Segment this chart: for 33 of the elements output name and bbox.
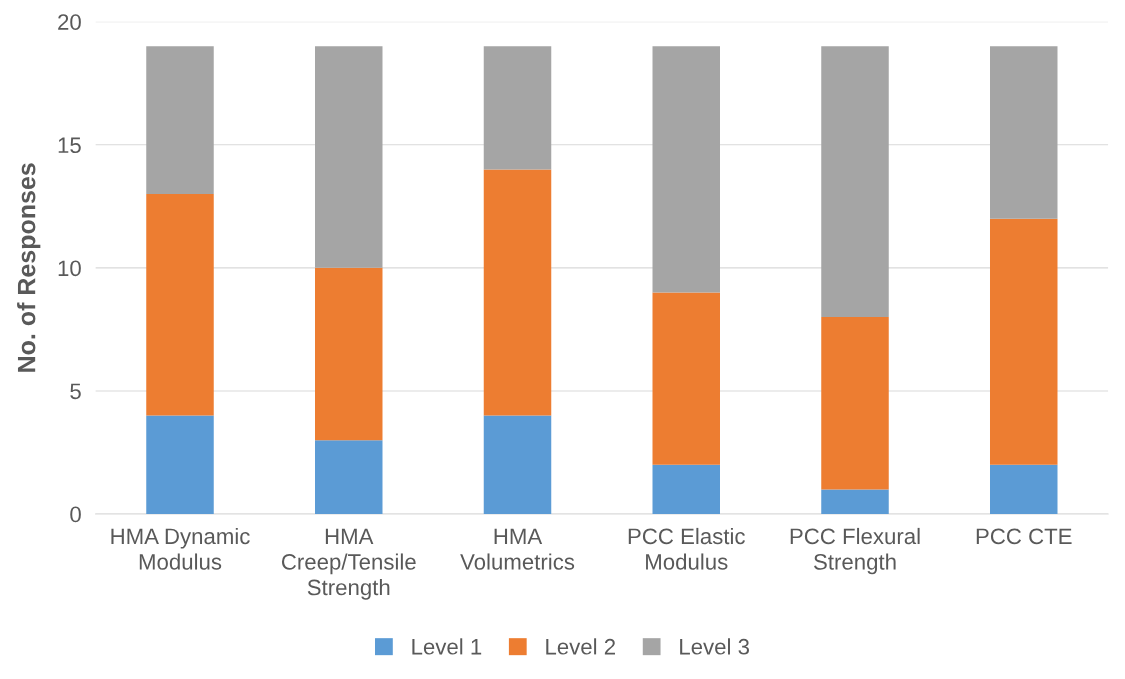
x-tick-label: PCC Flexural Strength — [790, 527, 920, 575]
bar — [821, 489, 889, 514]
y-tick-label: 5 — [70, 383, 81, 400]
x-tick-label: HMA Volumetrics — [460, 528, 575, 570]
legend-label: Level 2 — [546, 638, 615, 655]
y-tick-label: 20 — [58, 14, 81, 30]
bar — [483, 46, 552, 170]
bar — [146, 415, 214, 514]
x-tick-label: HMA Creep/Tensile Strength — [281, 528, 416, 600]
bar — [652, 464, 720, 514]
y-axis-title: No. of Responses — [17, 163, 41, 372]
bar — [990, 46, 1058, 219]
bar — [821, 46, 889, 318]
y-tick-label: 15 — [58, 137, 81, 154]
bar — [652, 292, 720, 465]
bar — [483, 169, 552, 416]
bar — [315, 440, 383, 514]
x-tick-label: PCC CTE — [976, 528, 1072, 545]
legend-label: Level 1 — [412, 638, 482, 655]
legend-label: Level 3 — [680, 638, 750, 655]
y-tick-label: 10 — [58, 260, 81, 277]
bar — [990, 218, 1058, 465]
bar — [483, 415, 552, 514]
bar — [146, 46, 214, 195]
bar — [146, 194, 214, 416]
x-tick-label: HMA Dynamic Modulus — [111, 527, 250, 570]
y-tick-label: 0 — [70, 506, 81, 523]
bar — [652, 46, 720, 293]
x-tick-label: PCC Elastic Modulus — [628, 527, 745, 570]
bar — [821, 317, 889, 490]
bar — [315, 267, 383, 441]
bar — [315, 46, 383, 268]
bar — [990, 464, 1058, 514]
